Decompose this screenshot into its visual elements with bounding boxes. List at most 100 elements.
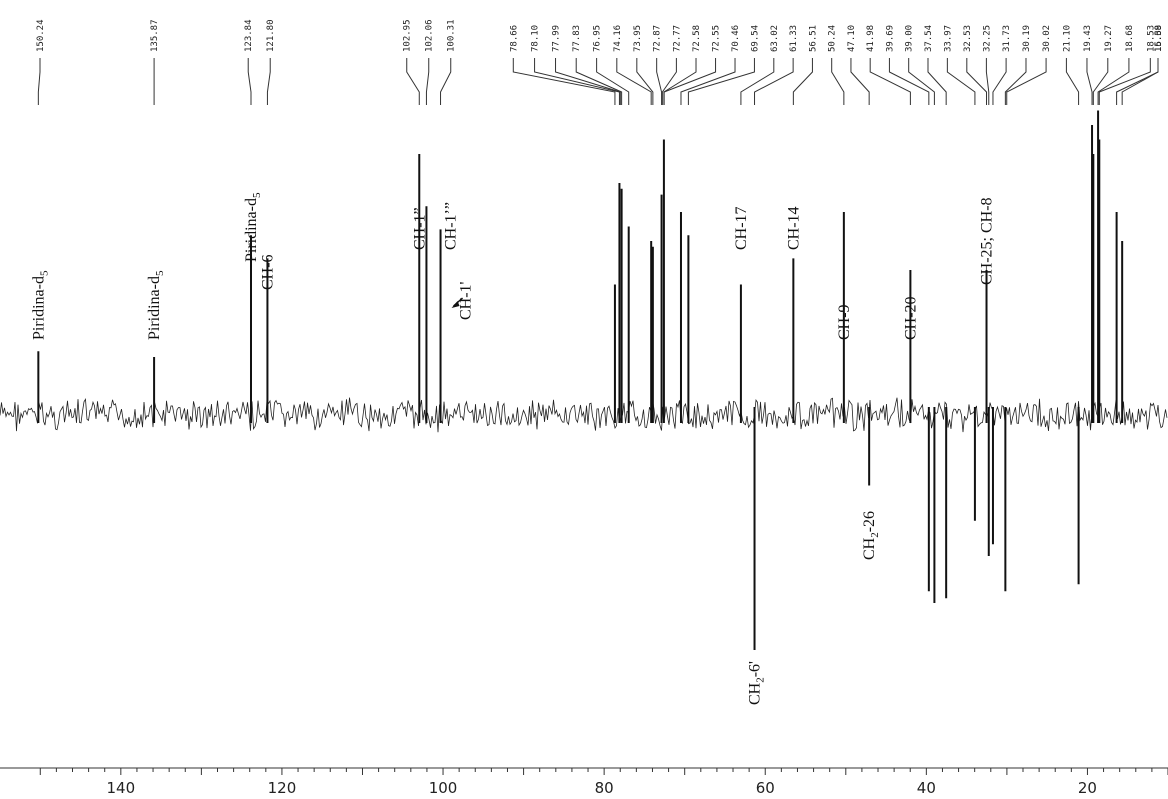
peak-annotation: CH-20 — [902, 296, 919, 340]
peak-shift-label: 100.31 — [447, 19, 457, 52]
peak-shift-label: 21.10 — [1062, 25, 1072, 52]
peak-leader-line — [1065, 58, 1080, 105]
peak-shift-label: 19.43 — [1083, 25, 1093, 52]
peak-shift-label: 32.53 — [963, 25, 973, 52]
peak-shift-label: 73.95 — [633, 25, 643, 52]
peak-annotation: CH2-26 — [861, 511, 881, 560]
peak-leader-line — [661, 58, 677, 105]
peak-leader-line — [1098, 58, 1151, 105]
peak-leader-line — [596, 58, 630, 105]
peak-shift-label: 78.10 — [531, 25, 541, 52]
peak-leader-line — [656, 58, 663, 105]
axis-tick-label: 20 — [1078, 779, 1097, 797]
axis-tick-label: 80 — [595, 779, 614, 797]
peak-leader-line — [908, 58, 935, 105]
peak-shift-label: 135.87 — [150, 19, 160, 52]
peak-leader-line — [512, 58, 616, 105]
peak-list-header: 150.24 135.87 123.84 121.80 102.95 102.06 100.… — [36, 19, 1164, 105]
peak-annotation: CH-9 — [836, 304, 853, 340]
peak-shift-label: 39.00 — [905, 25, 915, 52]
peak-shift-label: 63.02 — [770, 25, 780, 52]
peak-annotation: Piridina-d5 — [146, 270, 166, 340]
peak-shift-label: 102.06 — [425, 19, 435, 52]
peak-leader-line — [663, 58, 717, 105]
peak-annotation: CH-6 — [259, 254, 276, 290]
peak-shift-label: 30.02 — [1042, 25, 1052, 52]
annotation-arrowhead — [451, 301, 460, 308]
peak-shift-label: 76.95 — [593, 25, 603, 52]
peak-shift-label: 16.38 — [1154, 25, 1164, 52]
annotation-label: CH-17 — [733, 206, 750, 250]
peak-leader-line — [966, 58, 988, 105]
peak-shift-label: 39.69 — [885, 25, 895, 52]
annotation-label: CH-25; CH-8 — [979, 197, 996, 285]
peak-leader-line — [946, 58, 976, 105]
peak-leader-line — [1092, 58, 1109, 105]
peak-shift-label: 70.46 — [731, 25, 741, 52]
peak-leader-line — [888, 58, 930, 105]
peak-leader-line — [992, 58, 1007, 105]
peak-shift-label: 72.87 — [653, 25, 663, 52]
peak-annotation: CH-1’” — [443, 202, 460, 250]
peak-leader-line — [1086, 58, 1093, 105]
noise-trace — [0, 397, 1168, 433]
peak-leader-line — [636, 58, 654, 105]
peak-annotation: Piridina-d5 — [30, 270, 50, 340]
peak-leader-line — [247, 58, 252, 105]
peak-shift-label: 77.83 — [572, 25, 582, 52]
annotation-label: CH-1’” — [443, 202, 460, 250]
annotation-label: CH-9 — [836, 304, 853, 340]
peak-annotation: CH2-6' — [747, 661, 767, 705]
peak-leader-line — [792, 58, 813, 105]
peak-shift-label: 37.54 — [924, 25, 934, 52]
annotation-label: CH2-6' — [747, 661, 767, 705]
axis-tick-label: 60 — [756, 779, 775, 797]
peak-leader-line — [555, 58, 621, 105]
peak-leader-line — [687, 58, 755, 105]
peak-leader-line — [850, 58, 870, 105]
peak-leader-line — [406, 58, 420, 105]
peak-shift-label: 30.19 — [1022, 25, 1032, 52]
peak-leader-line — [266, 58, 271, 105]
annotation-label: CH-1' — [458, 281, 475, 320]
axis-tick-label: 120 — [268, 779, 297, 797]
peak-leader-line — [616, 58, 652, 105]
peak-shift-label: 15.69 — [1154, 25, 1164, 52]
annotation-label: CH-14 — [785, 206, 802, 250]
peak-shift-label: 41.98 — [866, 25, 876, 52]
spectrum-peaks — [37, 110, 1124, 650]
peak-shift-label: 33.97 — [943, 25, 953, 52]
peak-leader-line — [1004, 58, 1027, 105]
axis-tick-label: 40 — [917, 779, 936, 797]
peak-shift-label: 72.77 — [672, 25, 682, 52]
peak-shift-label: 102.95 — [403, 19, 413, 52]
peak-leader-line — [680, 58, 736, 105]
peak-leader-line — [754, 58, 794, 105]
peak-annotation: CH-14 — [785, 206, 802, 250]
annotation-label: Piridina-d5 — [146, 270, 166, 340]
peak-shift-label: 74.16 — [613, 25, 623, 52]
annotation-label: CH-20 — [902, 296, 919, 340]
annotation-label: Piridina-d5 — [243, 192, 263, 262]
peak-shift-label: 32.25 — [982, 25, 992, 52]
peak-shift-label: 69.54 — [750, 25, 760, 52]
peak-leader-line — [740, 58, 775, 105]
peak-shift-label: 31.73 — [1002, 25, 1012, 52]
peak-leader-line — [534, 58, 620, 105]
peak-shift-label: 150.24 — [36, 19, 46, 52]
peak-shift-label: 72.58 — [692, 25, 702, 52]
annotation-label: CH-6 — [259, 254, 276, 290]
peak-leader-line — [1116, 58, 1159, 105]
peak-leader-line — [985, 58, 990, 105]
peak-shift-label: 121.80 — [266, 19, 276, 52]
axis-tick-label: 100 — [429, 779, 458, 797]
peak-shift-label: 77.99 — [552, 25, 562, 52]
peak-annotation: CH-1' — [451, 281, 475, 320]
peak-leader-line — [869, 58, 911, 105]
peak-annotation: CH-1” — [411, 207, 428, 250]
annotation-label: CH2-26 — [861, 511, 881, 560]
peak-shift-label: 61.33 — [789, 25, 799, 52]
peak-leader-line — [37, 58, 41, 105]
annotation-label: Piridina-d5 — [30, 270, 50, 340]
